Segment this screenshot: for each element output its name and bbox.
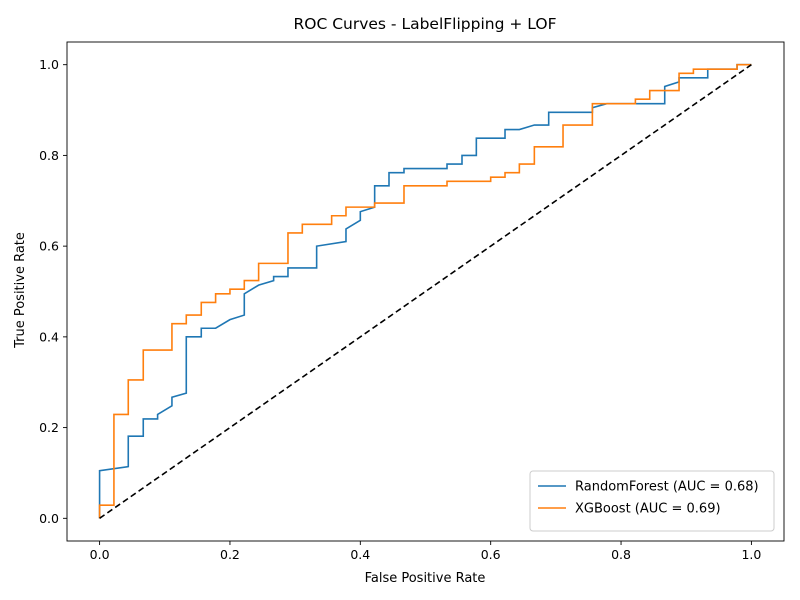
x-tick-label: 0.2 xyxy=(220,547,240,562)
x-tick-label: 0.0 xyxy=(90,547,110,562)
y-tick-label: 0.8 xyxy=(39,148,59,163)
x-tick-label: 0.4 xyxy=(350,547,370,562)
y-tick-label: 0.6 xyxy=(39,239,59,254)
legend-box xyxy=(529,470,775,532)
y-tick-label: 0.2 xyxy=(39,420,59,435)
legend-label: XGBoost (AUC = 0.69) xyxy=(575,502,721,517)
legend-label: RandomForest (AUC = 0.68) xyxy=(575,480,759,495)
y-tick-label: 1.0 xyxy=(39,57,59,72)
y-tick-label: 0.4 xyxy=(39,329,59,344)
x-tick-label: 1.0 xyxy=(741,547,761,562)
legend: RandomForest (AUC = 0.68) XGBoost (AUC = … xyxy=(529,470,775,532)
series-line-xgboost xyxy=(98,63,752,519)
axes-frame xyxy=(66,41,785,542)
x-tick-label: 0.8 xyxy=(611,547,631,562)
chart-title: ROC Curves - LabelFlipping + LOF xyxy=(293,15,556,33)
y-axis-label: True Positive Rate xyxy=(13,232,28,349)
x-axis-label: False Positive Rate xyxy=(365,571,486,586)
plot-area: 0.0 0.2 0.4 0.6 0.8 1.0 0.0 0.2 0.4 0.6 0.8 1.0 xyxy=(39,41,785,562)
y-tick-label: 0.0 xyxy=(39,511,59,526)
x-tick-label: 0.6 xyxy=(481,547,501,562)
